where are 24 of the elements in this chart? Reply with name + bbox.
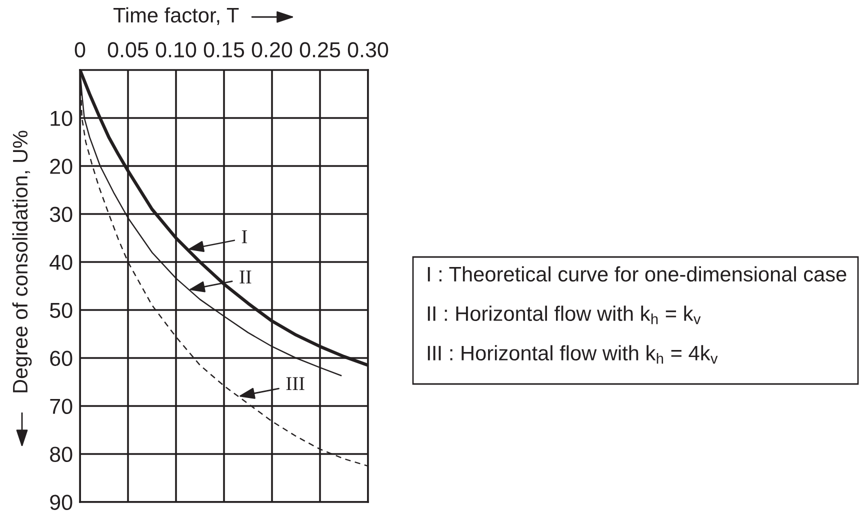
x-tick-label: 0.30 xyxy=(348,42,388,58)
x-tick-label: 0.10 xyxy=(156,42,196,58)
annotation: III xyxy=(286,377,304,390)
y-axis-title: Degree of consolidation, U% xyxy=(12,130,32,392)
y-tick-label: 40 xyxy=(50,254,72,270)
x-tick-label: 0.20 xyxy=(252,42,292,58)
x-axis-title: Time factor, T xyxy=(113,7,239,26)
y-tick-label: 30 xyxy=(50,206,72,222)
y-tick-label: 90 xyxy=(50,494,72,510)
y-tick-label: 10 xyxy=(50,110,72,126)
y-tick-label: 70 xyxy=(50,398,72,414)
x-tick-label: 0.25 xyxy=(300,42,340,58)
text: I : Theoretical curve for one-dimensional case xyxy=(428,266,846,282)
y-tick-label: 50 xyxy=(50,302,72,318)
annotation: II xyxy=(240,270,252,284)
y-tick-label: 60 xyxy=(50,350,72,366)
x-tick-label: 0 xyxy=(74,42,86,58)
x-tick-label: 0.15 xyxy=(204,42,244,58)
y-tick-label: 80 xyxy=(50,446,72,462)
text: II : Horizontal flow with k$_{h}$ = k$_{v}$ xyxy=(428,306,701,324)
x-tick-label: 0.05 xyxy=(108,42,148,58)
y-tick-label: 20 xyxy=(50,158,72,174)
text: III : Horizontal flow with k$_{h}$ = 4k$_{v}$ xyxy=(428,345,718,364)
annotation: I xyxy=(242,230,248,244)
